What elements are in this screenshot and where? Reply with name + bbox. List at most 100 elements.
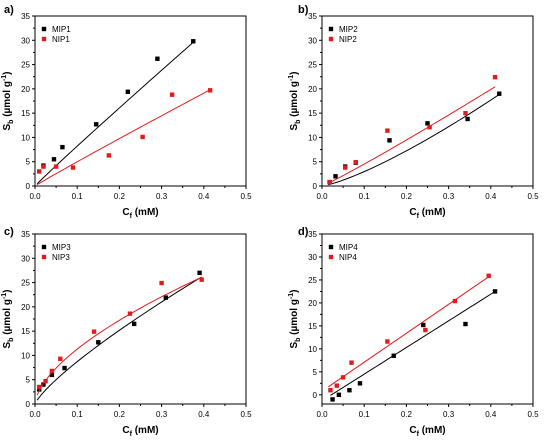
data-point-nip1 <box>169 92 175 97</box>
chart-panel: a) 0.0 0.1 0.2 0.3 0.4 0.5 0 5 10 15 20 25 30 35 Cf (mM… <box>1 4 252 220</box>
x-axis-label: Cf (mM) <box>409 207 445 220</box>
data-point-nip1 <box>53 164 59 169</box>
fit-curve-mip3 <box>36 276 202 401</box>
data-point-mip2 <box>387 138 392 143</box>
y-axis-label-close: ) <box>289 289 300 292</box>
data-point-nip3 <box>91 329 97 334</box>
y-axis-label: Sb (µmol g-1) <box>1 71 15 130</box>
x-tick-label: 0.2 <box>114 410 126 419</box>
x-tick-label: 0.5 <box>240 410 252 419</box>
y-axis-label: Sb (µmol g-1) <box>288 71 302 130</box>
x-axis-label-unit: (mM) <box>132 425 159 436</box>
legend-marker <box>41 36 47 42</box>
fit-curve-mip4 <box>330 291 496 396</box>
x-tick-label: 0.2 <box>114 192 126 201</box>
data-point-mip4 <box>421 322 426 328</box>
x-axis-label-subscript: f <box>417 213 420 220</box>
x-tick-label: 0.4 <box>485 192 497 201</box>
x-tick-label: 0.5 <box>527 192 539 201</box>
y-tick-label: 30 <box>21 254 30 263</box>
y-tick-label: 0 <box>26 182 31 191</box>
x-tick-label: 0.4 <box>198 192 210 201</box>
legend-label: NIP4 <box>339 253 357 262</box>
y-tick-label: 30 <box>308 36 317 45</box>
y-tick-label: 25 <box>21 61 30 70</box>
data-point-mip3 <box>96 340 101 345</box>
legend-marker <box>41 254 47 260</box>
panel-label: c) <box>4 226 14 238</box>
data-point-mip1 <box>51 157 57 162</box>
data-point-nip2 <box>463 110 468 116</box>
x-tick-label: 0.0 <box>316 192 328 201</box>
y-tick-label: 35 <box>21 230 30 239</box>
x-axis-label-subscript: f <box>130 431 133 438</box>
data-point-nip3 <box>37 384 42 390</box>
legend-marker <box>328 254 334 260</box>
legend-marker <box>41 26 47 32</box>
fit-curve-nip4 <box>328 276 489 388</box>
y-tick-label: 30 <box>21 36 30 45</box>
y-tick-label: 25 <box>308 61 317 70</box>
data-point-nip3 <box>43 378 48 384</box>
data-point-nip1 <box>106 153 112 158</box>
y-axis-label-superscript: -1 <box>1 75 8 81</box>
y-tick-label: 30 <box>308 253 317 262</box>
x-tick-label: 0.1 <box>72 410 84 419</box>
x-axis-label-main: C <box>122 207 129 218</box>
legend-label: MIP4 <box>339 243 358 252</box>
x-axis-label: Cf (mM) <box>122 425 158 438</box>
x-tick-label: 0.4 <box>485 410 497 419</box>
fit-curve-mip2 <box>328 94 500 186</box>
data-point-nip4 <box>385 339 390 344</box>
y-axis-label-unit: (µmol g <box>2 299 13 338</box>
data-point-mip4 <box>492 289 498 294</box>
x-tick-label: 0.5 <box>240 192 252 201</box>
data-point-mip2 <box>425 121 430 126</box>
panel-label: d) <box>298 226 309 238</box>
data-point-nip1 <box>207 88 213 93</box>
y-tick-label: 10 <box>308 133 317 142</box>
x-tick-label: 0.1 <box>359 410 371 419</box>
x-tick-label: 0.0 <box>29 192 41 201</box>
data-point-nip2 <box>327 179 332 185</box>
data-point-mip4 <box>336 392 342 398</box>
y-axis-label-unit: (µmol g <box>289 81 300 120</box>
x-tick-label: 0.3 <box>156 192 168 201</box>
legend-label: MIP1 <box>52 25 71 34</box>
y-axis-label-subscript: b <box>8 120 15 124</box>
chart-panel: d) 0.0 0.1 0.2 0.3 0.4 0.5 0 5 10 15 20 25 30 35 Cf (mM… <box>288 226 539 438</box>
fit-curve-nip1 <box>36 88 213 186</box>
y-axis-label-subscript: b <box>295 338 302 342</box>
data-point-nip3 <box>199 277 204 282</box>
y-tick-label: 15 <box>21 327 30 336</box>
y-tick-label: 35 <box>308 230 317 239</box>
y-axis-label-main: S <box>2 342 13 349</box>
data-point-nip4 <box>349 360 354 365</box>
data-point-mip3 <box>163 295 169 300</box>
data-point-mip1 <box>93 122 99 127</box>
x-tick-label: 0.3 <box>443 192 455 201</box>
x-tick-label: 0.2 <box>401 192 413 201</box>
data-point-mip2 <box>465 116 470 122</box>
data-point-nip2 <box>385 128 390 133</box>
fit-curve-nip2 <box>328 86 496 184</box>
y-tick-label: 10 <box>21 351 30 360</box>
data-point-mip4 <box>330 397 335 402</box>
data-point-nip3 <box>127 311 133 316</box>
y-tick-label: 10 <box>21 133 30 142</box>
y-axis-label-main: S <box>289 124 300 131</box>
x-axis-label-unit: (mM) <box>132 207 159 218</box>
y-tick-label: 0 <box>313 391 318 400</box>
data-point-nip3 <box>49 368 55 374</box>
data-point-nip1 <box>70 165 76 170</box>
x-tick-label: 0.3 <box>156 410 168 419</box>
y-tick-label: 35 <box>21 12 30 21</box>
chart-panel: c) 0.0 0.1 0.2 0.3 0.4 0.5 0 5 10 15 20 25 30 35 Cf (mM… <box>1 226 252 438</box>
x-tick-label: 0.2 <box>401 410 413 419</box>
y-axis-label-close: ) <box>2 71 13 74</box>
legend-label: NIP3 <box>52 253 70 262</box>
data-point-mip3 <box>131 321 137 327</box>
y-tick-label: 5 <box>26 158 31 167</box>
x-axis-label-main: C <box>122 425 129 436</box>
data-point-nip3 <box>58 356 63 362</box>
